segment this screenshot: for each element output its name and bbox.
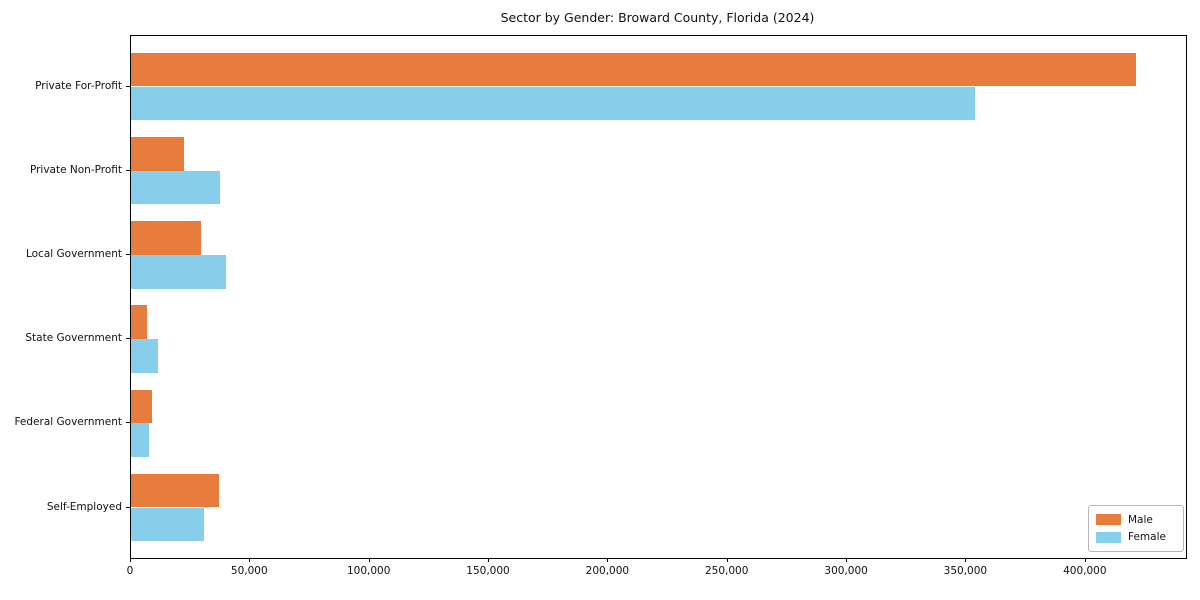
x-tick-mark (130, 558, 131, 562)
x-tick-mark (488, 558, 489, 562)
bar-male-federal-government (131, 389, 152, 424)
bar-female-federal-government (131, 423, 150, 457)
y-tick-mark (126, 506, 130, 508)
y-tick-mark (126, 253, 130, 255)
legend-label-male: Male (1128, 513, 1153, 526)
legend: Male Female (1088, 505, 1184, 552)
y-tick-mark (126, 85, 130, 87)
bar-female-state-government (131, 339, 158, 373)
x-tick-label: 250,000 (704, 565, 749, 577)
bar-male-private-for-profit (131, 52, 1136, 87)
y-category-label-private-non-profit: Private Non-Profit (29, 163, 122, 176)
x-tick-label: 200,000 (585, 565, 630, 577)
x-tick-label: 50,000 (230, 565, 268, 577)
x-tick-mark (965, 558, 967, 562)
x-tick-mark (607, 558, 609, 562)
bar-male-local-government (131, 221, 201, 255)
x-tick-label: 150,000 (466, 565, 510, 577)
plot-area (130, 35, 1187, 559)
x-tick-label: 350,000 (943, 565, 988, 577)
y-tick-mark (126, 338, 130, 340)
x-tick-label: 300,000 (824, 565, 868, 577)
bar-male-private-non-profit (131, 137, 185, 171)
bar-female-self-employed (131, 507, 204, 542)
y-tick-mark (126, 169, 130, 171)
bar-female-private-for-profit (131, 86, 976, 121)
chart-title: Sector by Gender: Broward County, Florid… (500, 10, 815, 25)
x-tick-mark (726, 558, 728, 562)
y-category-label-self-employed: Self-Employed (46, 500, 122, 513)
bar-female-private-non-profit (131, 170, 220, 205)
female-swatch (1096, 531, 1121, 543)
bar-female-local-government (131, 254, 226, 289)
male-swatch (1096, 514, 1121, 526)
legend-item-female: Female (1096, 531, 1176, 543)
x-tick-mark (249, 558, 251, 562)
x-tick-mark (368, 558, 370, 562)
bar-male-state-government (131, 305, 147, 340)
legend-label-female: Female (1128, 531, 1166, 544)
legend-item-male: Male (1096, 514, 1176, 526)
x-tick-label: 0 (126, 565, 134, 577)
x-tick-label: 100,000 (346, 565, 391, 577)
y-category-label-local-government: Local Government (25, 247, 122, 260)
y-tick-mark (126, 422, 130, 424)
x-tick-mark (846, 558, 848, 562)
y-category-label-federal-government: Federal Government (14, 416, 122, 429)
x-tick-label: 400,000 (1063, 565, 1107, 577)
y-category-label-private-for-profit: Private For-Profit (35, 79, 122, 92)
y-category-label-state-government: State Government (25, 332, 122, 345)
x-tick-mark (1084, 558, 1086, 562)
bar-male-self-employed (131, 473, 220, 508)
